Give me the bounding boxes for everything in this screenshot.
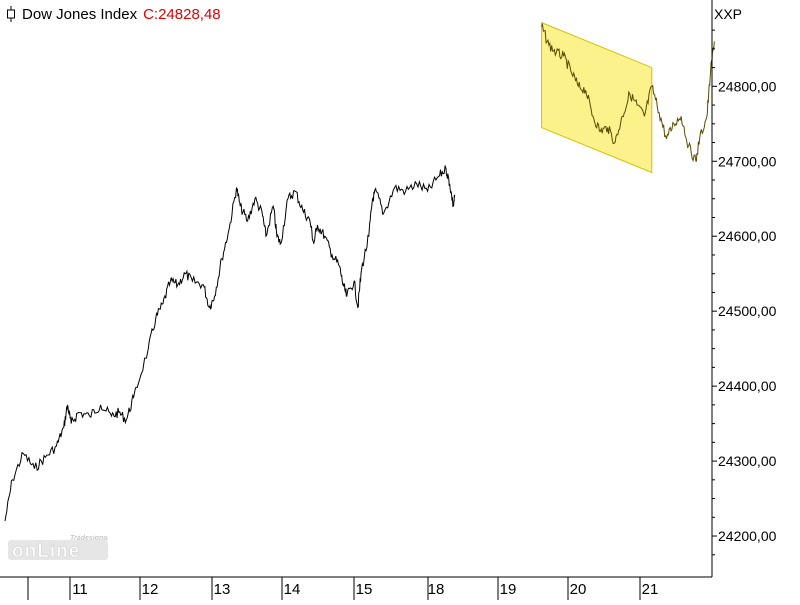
x-tick-label: 11 — [72, 581, 88, 598]
svg-text:onLine: onLine — [12, 541, 80, 562]
candlestick-icon — [6, 6, 16, 22]
svg-text:Tradesignal®: Tradesignal® — [70, 534, 108, 542]
x-tick-label: 14 — [284, 581, 301, 598]
x-tick-label: 19 — [500, 581, 517, 598]
x-tick-label: 18 — [428, 581, 445, 598]
instrument-title: Dow Jones Index — [22, 5, 138, 23]
y-tick-label: 24300,00 — [718, 453, 777, 469]
chart-header: Dow Jones Index C: 24828,48 — [6, 4, 221, 24]
x-tick-label: 15 — [356, 581, 373, 598]
trend-channel — [541, 21, 653, 174]
y-tick-label: 24200,00 — [718, 528, 777, 544]
y-tick-label: 24400,00 — [718, 378, 777, 394]
x-tick-label: 13 — [214, 581, 231, 598]
tradesignal-logo: Tradesignal® onLine — [8, 528, 115, 569]
y-tick-label: 24600,00 — [718, 228, 777, 244]
x-tick-label: 20 — [570, 581, 587, 598]
price-line — [4, 165, 456, 522]
close-label: C: — [143, 5, 159, 23]
y-tick-label: 24700,00 — [718, 153, 777, 169]
close-value: 24828,48 — [158, 5, 221, 23]
x-tick-label: 21 — [642, 581, 659, 598]
y-tick-label: 24500,00 — [718, 303, 777, 319]
y-tick-label: 24800,00 — [718, 78, 777, 94]
symbol-label: XXP — [714, 6, 743, 22]
x-tick-label: 12 — [142, 581, 159, 598]
price-line-channel — [541, 22, 715, 163]
